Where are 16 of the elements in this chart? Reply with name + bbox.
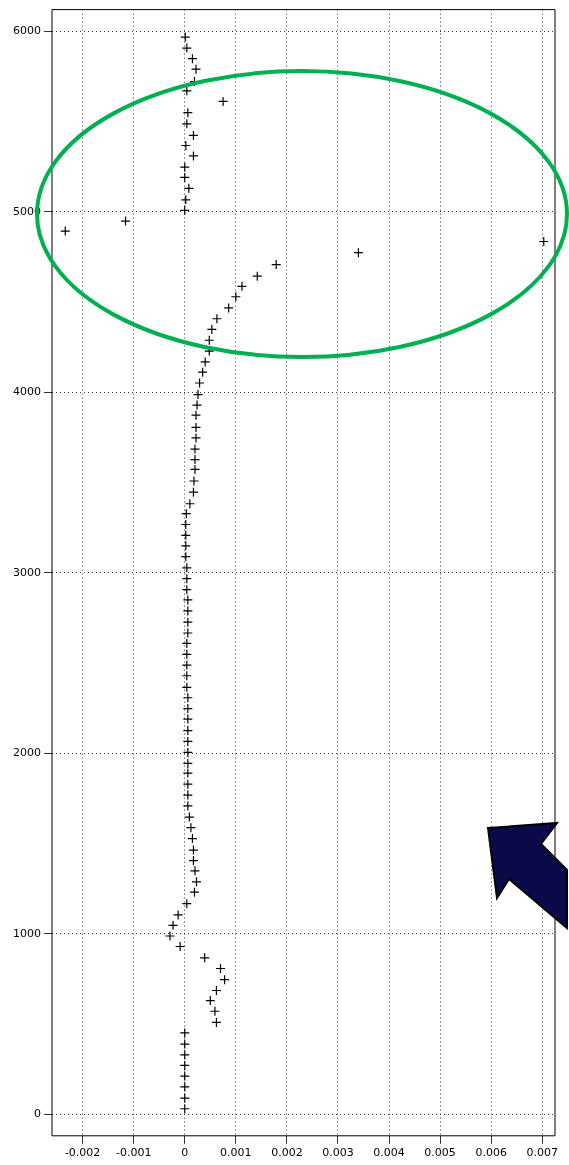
y-tick-label: 3000: [12, 565, 41, 579]
x-tick-label: -0.001: [115, 1146, 152, 1160]
x-tick-label: 0.005: [424, 1146, 456, 1160]
x-tick-label: 0.003: [322, 1146, 354, 1160]
x-tick-label: 0.002: [271, 1146, 303, 1160]
x-tick-label: 0.001: [220, 1146, 252, 1160]
x-tick-label: -0.002: [64, 1146, 101, 1160]
y-tick-label: 0: [33, 1107, 41, 1120]
x-tick-label: 0.004: [373, 1146, 405, 1160]
x-tick-label: 0: [181, 1146, 189, 1160]
y-tick-label: 2000: [12, 746, 41, 760]
y-tick-label: 4000: [12, 385, 41, 399]
x-tick-label: 0.007: [526, 1146, 558, 1160]
y-tick-label: 1000: [12, 926, 41, 940]
x-tick-label: 0.006: [475, 1146, 507, 1160]
y-tick-label: 6000: [12, 24, 41, 38]
